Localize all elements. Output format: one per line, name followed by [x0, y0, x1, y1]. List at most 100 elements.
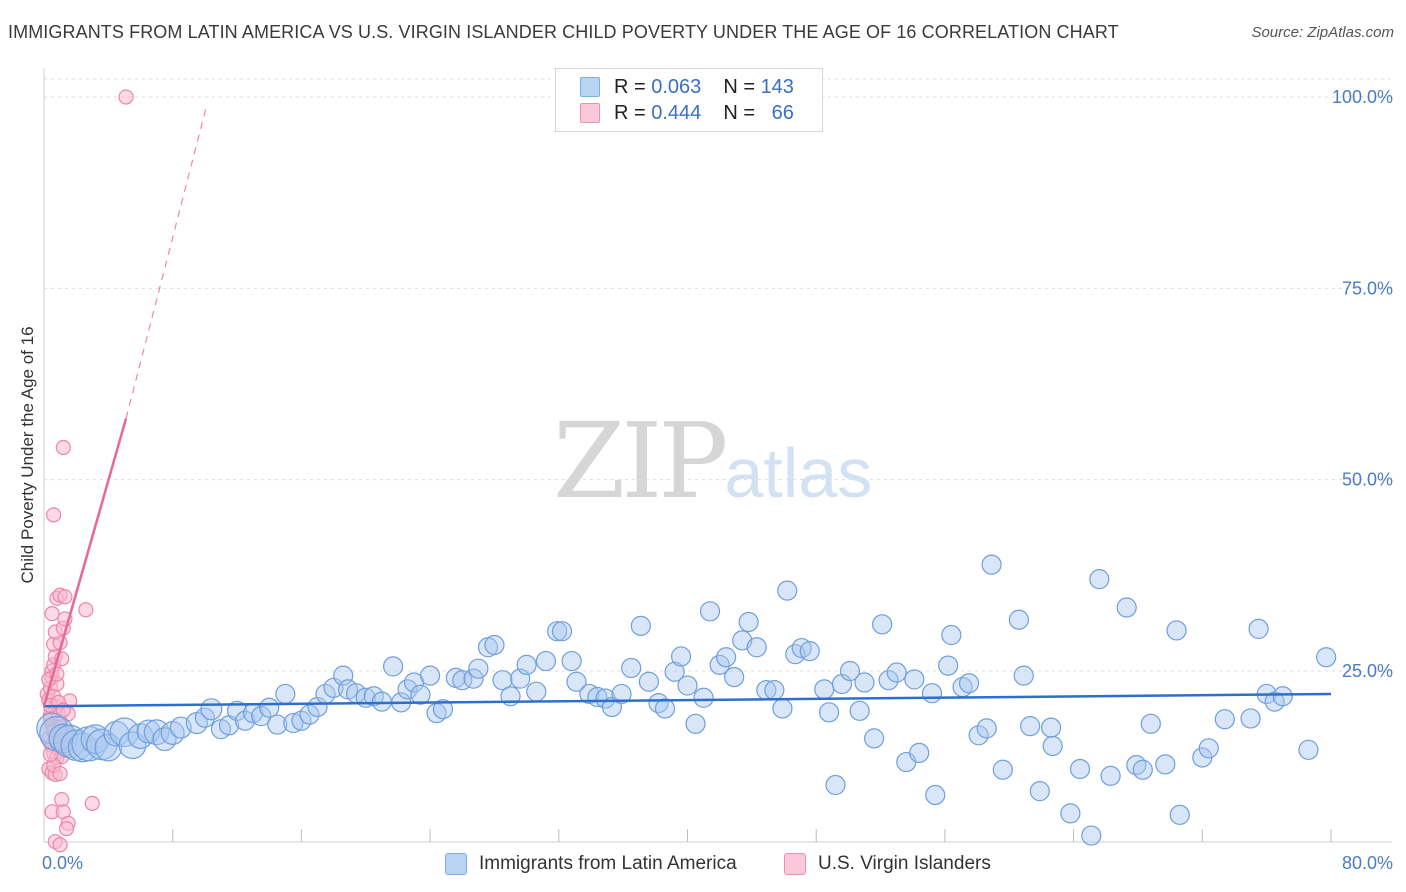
latin-america-point: [839, 660, 861, 682]
tick-marks: [172, 829, 1332, 842]
latin-america-point: [611, 683, 632, 705]
latin-america-point: [621, 657, 642, 679]
bottom-legend-swatch-blue: [445, 853, 467, 875]
latin-america-point: [1248, 618, 1269, 640]
latin-america-point: [764, 680, 785, 701]
legend-n-label: N =: [723, 101, 755, 124]
latin-america-point: [818, 702, 840, 723]
latin-america-point: [1298, 739, 1319, 760]
latin-america-point: [275, 683, 296, 705]
bottom-legend-latin-america: Immigrants from Latin America: [445, 850, 737, 878]
legend-r-value: 0.444: [651, 101, 702, 124]
latin-america-point: [1013, 665, 1034, 686]
latin-america-point: [234, 710, 256, 731]
correlation-legend: R = 0.063 N = 143 R = 0.444 N = 66: [555, 68, 823, 132]
y-tick-label: 50.0%: [1342, 470, 1393, 490]
y-axis-label: Child Poverty Under the Age of 16: [18, 326, 37, 584]
latin-america-point: [432, 699, 454, 720]
latin-america-point: [777, 580, 798, 601]
latin-america-point: [547, 621, 568, 642]
latin-america-point: [492, 670, 513, 691]
latin-america-point: [484, 634, 505, 656]
bottom-legend-label-virgin-islanders: U.S. Virgin Islanders: [818, 853, 991, 874]
tick-labels: 25.0% 50.0% 75.0% 100.0% 0.0% 80.0%: [42, 87, 1393, 873]
latin-america-point: [716, 647, 737, 668]
legend-r-label: R =: [614, 101, 646, 124]
latin-america-point: [516, 654, 537, 675]
latin-america-point: [872, 614, 893, 635]
latin-america-point: [724, 667, 745, 688]
latin-america-point: [958, 673, 980, 694]
virgin-islanders-point: [44, 605, 60, 622]
bottom-legend-swatch-pink: [784, 853, 806, 875]
latin-america-point: [968, 725, 989, 746]
latin-america-point: [1169, 804, 1190, 825]
latin-america-point: [664, 661, 685, 682]
latin-america-point: [1214, 709, 1235, 730]
latin-america-point: [938, 655, 959, 676]
watermark-atlas: atlas: [724, 434, 873, 512]
legend-r-label: R =: [614, 75, 646, 98]
latin-america-point: [259, 697, 280, 718]
latin-america-point: [136, 719, 161, 744]
latin-america-point: [909, 742, 930, 763]
latin-america-point: [561, 650, 582, 672]
latin-america-point: [1272, 686, 1293, 707]
latin-america-point: [854, 672, 875, 693]
grid-lines: [44, 78, 1392, 672]
virgin-islanders-point: [118, 89, 134, 105]
latin-america-point: [109, 717, 140, 748]
latin-america-point: [1132, 759, 1153, 780]
latin-america-point: [864, 728, 885, 749]
latin-america-point: [1060, 803, 1081, 824]
latin-america-point: [746, 637, 767, 658]
latin-america-point: [1316, 647, 1337, 668]
latin-america-point: [814, 679, 835, 700]
latin-america-point: [685, 713, 706, 734]
latin-america-point: [831, 673, 853, 695]
latin-america-point: [463, 668, 484, 689]
watermark: ZIPatlas: [553, 400, 872, 522]
virgin-islanders-point: [52, 837, 68, 853]
latin-america-point: [1029, 781, 1050, 802]
x-tick-label: 0.0%: [42, 853, 83, 873]
latin-america-point: [283, 712, 304, 734]
latin-america-point: [551, 621, 573, 642]
legend-row-virgin-islanders: R = 0.444 N = 66: [580, 100, 794, 126]
latin-america-point: [1008, 609, 1030, 630]
latin-america-point: [152, 727, 177, 752]
latin-america-point: [1198, 738, 1219, 759]
legend-row-latin-america: R = 0.063 N = 143: [580, 74, 794, 100]
latin-america-point: [738, 611, 759, 633]
virgin-islanders-trend-extension: [125, 106, 208, 419]
latin-america-point: [1042, 735, 1063, 757]
latin-america-point: [976, 718, 997, 739]
y-tick-label: 100.0%: [1332, 87, 1393, 107]
latin-america-point: [648, 693, 669, 714]
chart-title: IMMIGRANTS FROM LATIN AMERICA VS U.S. VI…: [8, 22, 1119, 42]
latin-america-point: [579, 683, 600, 705]
latin-america-point: [299, 704, 320, 725]
latin-america-point: [772, 698, 793, 719]
legend-r-value: 0.063: [651, 75, 702, 98]
legend-n-value: 66: [771, 101, 794, 124]
watermark-zip: ZIP: [553, 400, 728, 522]
x-tick-label: 80.0%: [1342, 853, 1393, 873]
latin-america-point: [1089, 569, 1110, 590]
latin-america-point: [1081, 825, 1102, 846]
latin-america-point: [200, 698, 223, 721]
y-tick-label: 25.0%: [1342, 661, 1393, 681]
latin-america-point: [825, 774, 846, 796]
latin-america-point: [1069, 758, 1091, 780]
bottom-legend-label-latin-america: Immigrants from Latin America: [479, 853, 737, 874]
legend-swatch-blue: [580, 77, 600, 97]
virgin-islanders-point: [55, 439, 71, 456]
latin-america-point: [941, 624, 962, 646]
latin-america-point: [699, 601, 721, 622]
latin-america-point: [992, 759, 1013, 780]
y-tick-label: 75.0%: [1342, 278, 1393, 298]
latin-america-point: [267, 714, 288, 735]
latin-america-point: [886, 662, 907, 683]
source-label: Source: ZipAtlas.com: [1251, 24, 1394, 41]
legend-n-value: 143: [760, 75, 794, 98]
